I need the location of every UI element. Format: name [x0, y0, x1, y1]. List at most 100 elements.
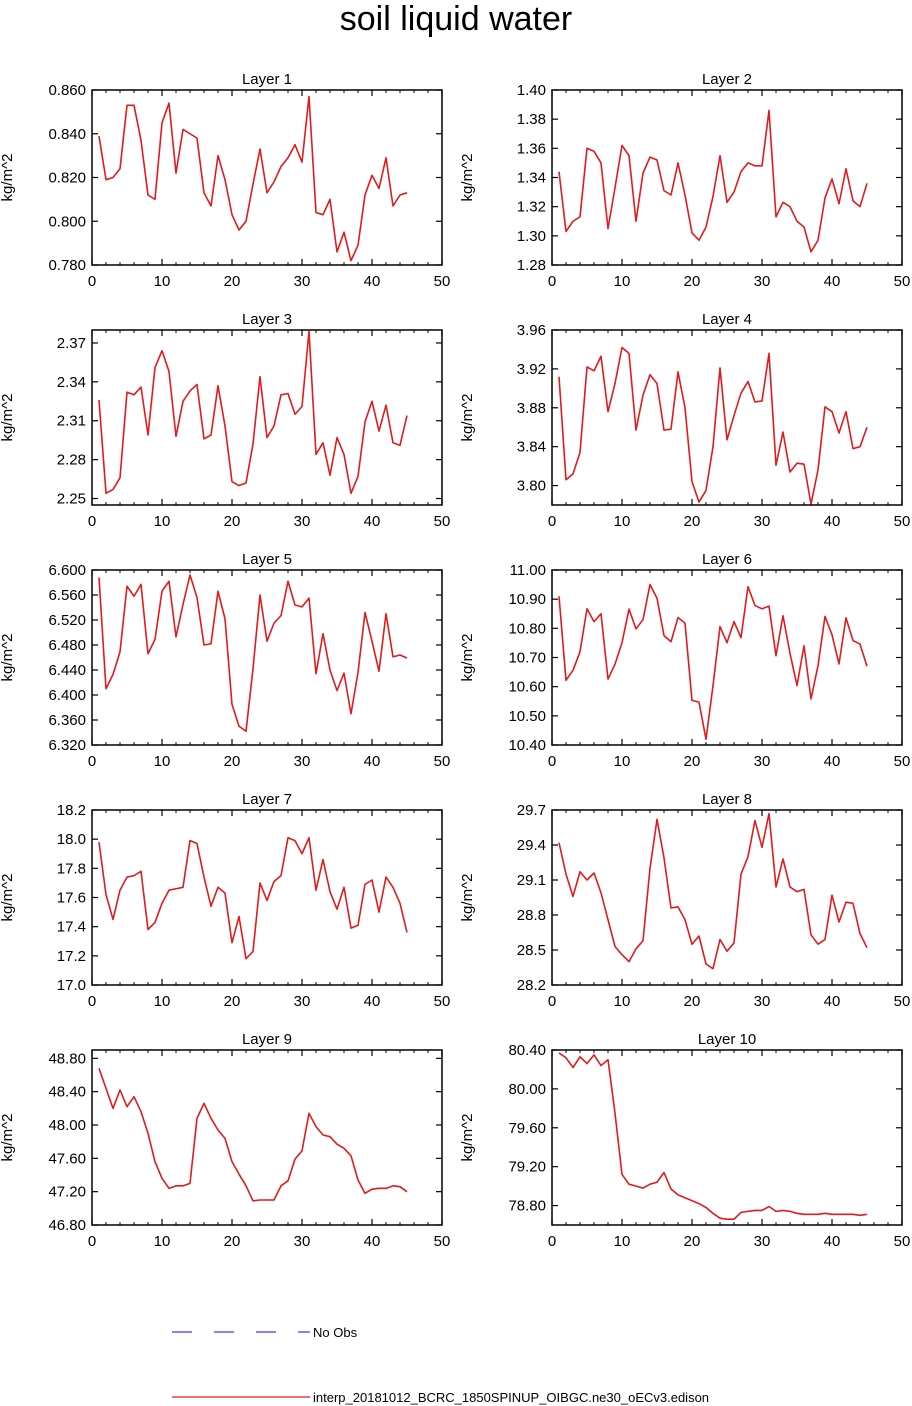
panel-layer-8: Layer 8 0 10 20 30 40 50 28.2 28.5 28.8 29.1 29.4 29…	[459, 791, 910, 1010]
x-tick-label: 0	[548, 753, 556, 770]
y-tick-label: 10.40	[508, 737, 546, 754]
y-tick-label: 18.2	[57, 802, 86, 819]
x-tick-label: 20	[684, 1233, 701, 1250]
x-tick-label: 50	[434, 993, 451, 1010]
x-tick-label: 30	[294, 513, 311, 530]
x-tick-label: 20	[224, 1233, 241, 1250]
x-tick-label: 10	[614, 1233, 631, 1250]
y-tick-label: 28.5	[517, 942, 546, 959]
x-tick-label: 50	[894, 273, 911, 290]
x-tick-label: 0	[88, 273, 96, 290]
y-tick-label: 6.480	[48, 637, 86, 654]
x-tick-label: 40	[824, 1233, 841, 1250]
y-axis-label: kg/m^2	[0, 634, 16, 682]
y-axis-label: kg/m^2	[459, 394, 476, 442]
panel-title: Layer 4	[702, 311, 752, 328]
plot-frame	[551, 329, 903, 506]
x-tick-label: 40	[364, 1233, 381, 1250]
panel-title: Layer 5	[242, 551, 292, 568]
y-tick-label: 0.860	[48, 82, 86, 99]
x-tick-label: 50	[894, 753, 911, 770]
panel-layer-3: Layer 3 0 10 20 30 40 50 2.25 2.28 2.31 2.34 2.37 kg…	[0, 311, 450, 530]
y-tick-label: 17.4	[57, 919, 86, 936]
panel-layer-2: Layer 2 0 10 20 30 40 50 1.28 1.30 1.32 1.34 1.36 1.…	[459, 71, 910, 290]
y-tick-label: 3.88	[517, 400, 546, 417]
x-tick-label: 40	[364, 273, 381, 290]
x-tick-label: 0	[88, 1233, 96, 1250]
y-tick-label: 2.28	[57, 452, 86, 469]
x-tick-label: 40	[824, 513, 841, 530]
x-tick-label: 0	[88, 753, 96, 770]
y-axis-label: kg/m^2	[0, 394, 16, 442]
y-tick-label: 80.40	[508, 1042, 546, 1059]
panels: Layer 10 10 20 30 40 500.7800.8000.8200.8400.…	[0, 71, 910, 1250]
panel-title: Layer 6	[702, 551, 752, 568]
y-tick-label: 1.40	[517, 82, 546, 99]
y-tick-label: 17.2	[57, 948, 86, 965]
x-tick-label: 0	[548, 1233, 556, 1250]
y-tick-label: 10.80	[508, 620, 546, 637]
y-tick-label: 29.4	[517, 837, 546, 854]
y-tick-label: 6.560	[48, 587, 86, 604]
series-line	[98, 95, 408, 262]
x-tick-label: 50	[434, 273, 451, 290]
y-tick-label: 11.00	[510, 562, 546, 579]
panel-title: Layer 8	[702, 791, 752, 808]
y-tick-label: 1.32	[517, 199, 546, 216]
y-tick-label: 10.60	[508, 679, 546, 696]
y-tick-label: 29.7	[517, 802, 546, 819]
plot-frame	[551, 1049, 903, 1226]
panel-title: Layer 9	[242, 1031, 292, 1048]
panel-layer-9: Layer 9 0 10 20 30 40 50 46.80 47.20 47.60 48.00 48…	[0, 1031, 450, 1250]
y-tick-label: 3.84	[517, 439, 546, 456]
x-tick-label: 10	[154, 273, 171, 290]
y-tick-label: 0.800	[48, 213, 86, 230]
y-tick-label: 10.50	[508, 708, 546, 725]
x-tick-label: 10	[614, 993, 631, 1010]
x-tick-label: 0	[548, 273, 556, 290]
legend-obs-label: No Obs	[313, 1325, 358, 1340]
series-line	[558, 346, 868, 505]
x-tick-label: 50	[894, 1233, 911, 1250]
y-tick-label: 6.360	[48, 712, 86, 729]
x-tick-label: 10	[614, 513, 631, 530]
panel-title: Layer 7	[242, 791, 292, 808]
x-tick-label: 30	[754, 753, 771, 770]
series-line	[558, 1052, 868, 1220]
x-tick-label: 30	[754, 1233, 771, 1250]
y-tick-label: 1.30	[517, 228, 546, 245]
panel-layer-5: Layer 5 0 10 20 30 40 50 6.320 6.360 6.400 6.440 6.…	[0, 551, 450, 770]
y-tick-label: 3.80	[517, 478, 546, 495]
y-tick-label: 28.8	[517, 907, 546, 924]
y-tick-label: 29.1	[517, 872, 546, 889]
y-tick-label: 17.0	[57, 977, 86, 994]
y-tick-label: 2.31	[57, 413, 86, 430]
x-tick-label: 20	[684, 513, 701, 530]
series-line	[98, 330, 408, 495]
x-tick-label: 10	[154, 1233, 171, 1250]
y-tick-label: 48.40	[48, 1084, 86, 1101]
panel-layer-1: Layer 1 0 10 20 30 40 50 0.780 0.800 0.820 0.840 0.…	[0, 71, 450, 290]
x-tick-label: 50	[894, 993, 911, 1010]
x-tick-label: 10	[154, 993, 171, 1010]
x-tick-label: 30	[754, 993, 771, 1010]
series-line	[558, 583, 868, 740]
y-tick-label: 0.840	[48, 126, 86, 143]
x-tick-label: 10	[614, 273, 631, 290]
y-axis-label: kg/m^2	[0, 154, 16, 202]
x-tick-label: 0	[88, 993, 96, 1010]
x-tick-label: 20	[684, 273, 701, 290]
x-tick-label: 40	[824, 753, 841, 770]
y-axis-label: kg/m^2	[459, 874, 476, 922]
y-tick-label: 0.780	[48, 257, 86, 274]
plot-frame	[551, 89, 903, 266]
y-tick-label: 6.440	[48, 662, 86, 679]
x-tick-label: 30	[294, 1233, 311, 1250]
y-tick-label: 79.20	[508, 1159, 546, 1176]
legend: No Obs interp_20181012_BCRC_1850SPINUP_O…	[172, 1325, 709, 1405]
x-tick-label: 50	[894, 513, 911, 530]
y-tick-label: 2.37	[57, 335, 86, 352]
y-tick-label: 2.25	[57, 491, 86, 508]
x-tick-label: 30	[294, 273, 311, 290]
plot-frame	[551, 569, 903, 746]
